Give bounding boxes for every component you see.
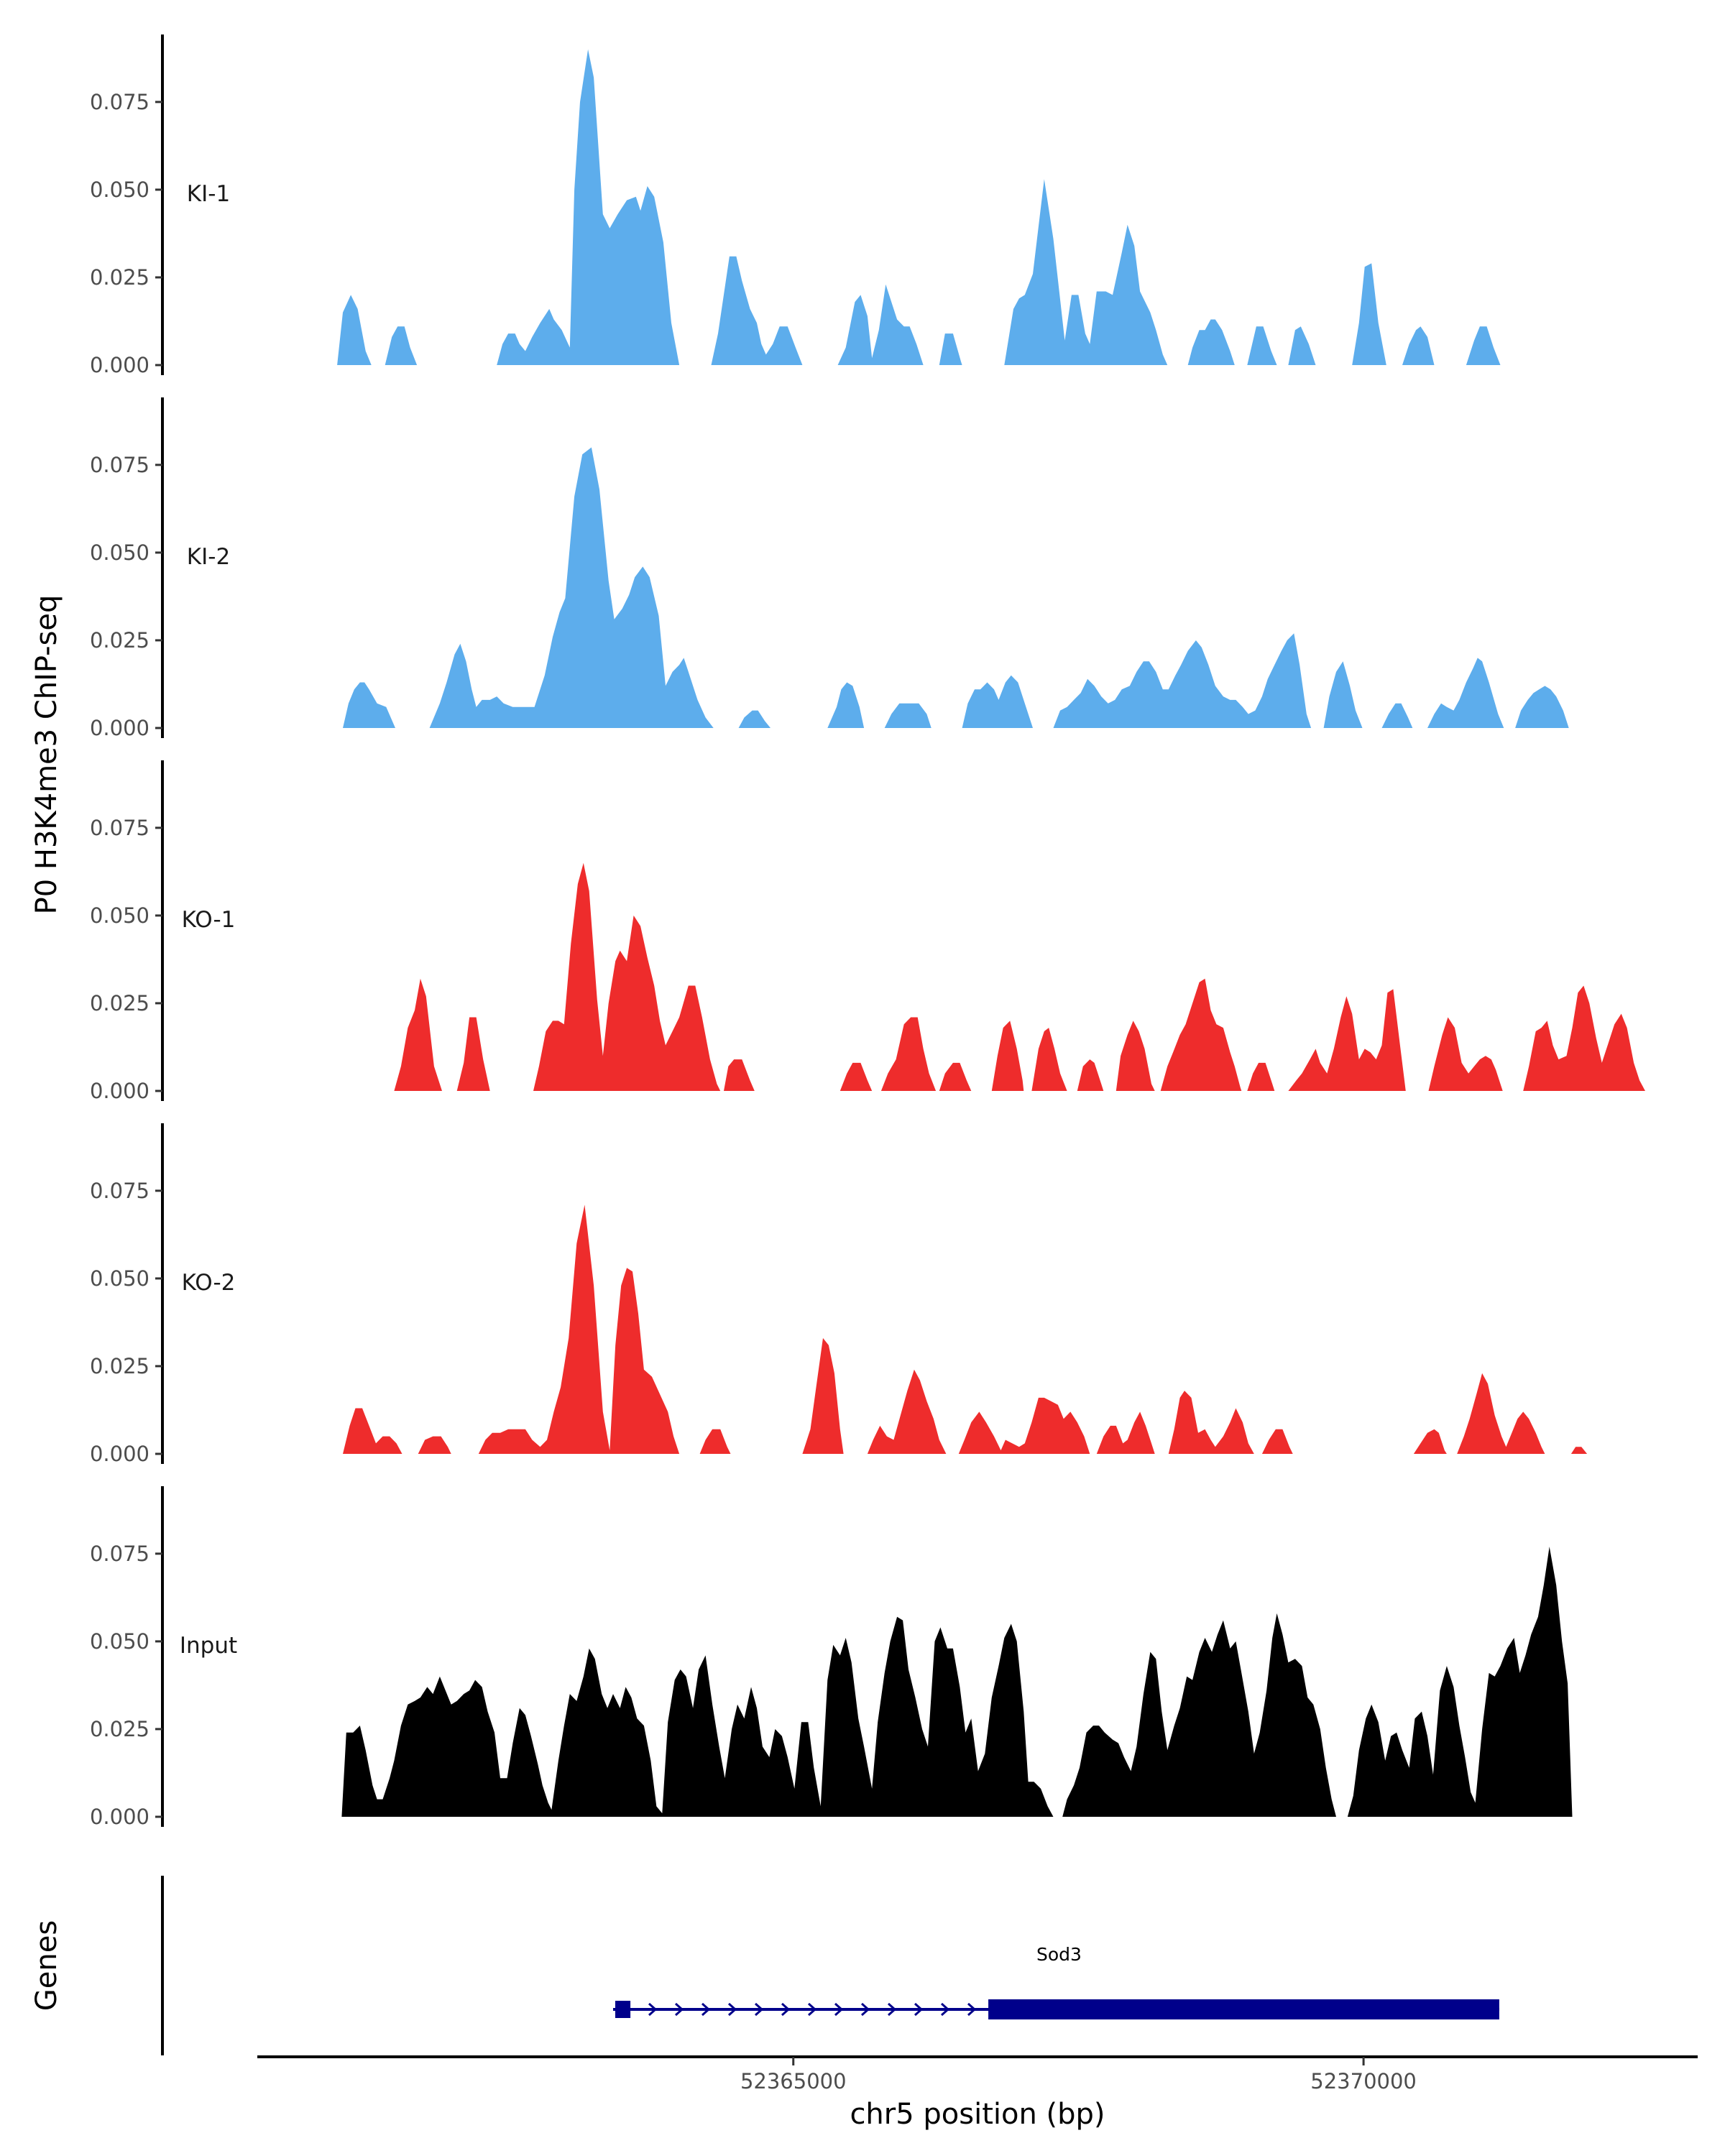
y-tick-label: 0.000	[90, 1079, 150, 1103]
x-ticks: 52365000 52370000	[740, 2057, 1417, 2093]
strand-arrow	[648, 2002, 658, 2017]
genes-panel: Genes Sod3	[30, 1876, 1499, 2055]
y-axis-title: P0 H3K4me3 ChIP-seq	[30, 595, 63, 915]
strand-arrow	[860, 2002, 870, 2017]
y-tick-label: 0.050	[90, 178, 150, 202]
track-label: KI-1	[187, 181, 230, 207]
x-tick-label: 52365000	[740, 2069, 847, 2093]
strand-arrow	[727, 2002, 737, 2017]
y-tick-label: 0.000	[90, 716, 150, 740]
coverage-area-ko-2	[343, 1204, 1588, 1454]
y-tick-label: 0.075	[90, 1542, 150, 1566]
strand-arrow	[754, 2002, 764, 2017]
track-label: KO-1	[182, 907, 236, 933]
y-tick-label: 0.050	[90, 903, 150, 928]
strand-arrow	[781, 2002, 791, 2017]
gene-exon-1	[615, 2001, 631, 2018]
y-tick-label: 0.050	[90, 1629, 150, 1654]
track-ki-1: 0.000 0.025 0.050 0.075 KI-1	[90, 34, 1501, 377]
gene-models: Sod3	[612, 1944, 1499, 2019]
strand-arrow	[807, 2002, 817, 2017]
track-label: Input	[180, 1633, 237, 1659]
x-tick-label: 52370000	[1310, 2069, 1417, 2093]
y-tick-label: 0.025	[90, 1354, 150, 1378]
track-ki-2: 0.000 0.025 0.050 0.075 KI-2	[90, 397, 1569, 740]
coverage-area-ki-2	[343, 447, 1569, 728]
coverage-area-ko-1	[394, 862, 1645, 1091]
coverage-tracks: 0.0000.0250.0500.075KI-10.0000.0250.0500…	[90, 34, 1645, 1829]
y-tick-label: 0.075	[90, 90, 150, 114]
gene-name-label: Sod3	[1036, 1944, 1082, 1965]
track-label: KO-2	[182, 1270, 236, 1296]
y-tick-label: 0.000	[90, 1442, 150, 1466]
strand-arrow	[967, 2002, 977, 2017]
y-tick-label: 0.025	[90, 628, 150, 653]
y-tick-label: 0.050	[90, 540, 150, 565]
y-tick-label: 0.075	[90, 1179, 150, 1203]
y-tick-label: 0.025	[90, 265, 150, 290]
strand-arrow	[887, 2002, 897, 2017]
x-axis-title: chr5 position (bp)	[850, 2098, 1105, 2131]
y-tick-label: 0.075	[90, 816, 150, 840]
track-ko-2: 0.000 0.025 0.050 0.075 KO-2	[90, 1123, 1588, 1466]
coverage-area-input	[341, 1547, 1573, 1817]
strand-arrow	[701, 2002, 711, 2017]
strand-arrow	[914, 2002, 924, 2017]
y-tick-label: 0.025	[90, 991, 150, 1015]
coverage-area-ki-1	[337, 49, 1501, 365]
x-axis: 52365000 52370000 chr5 position (bp)	[257, 2055, 1698, 2131]
strand-arrow	[674, 2002, 684, 2017]
strand-arrow	[940, 2002, 950, 2017]
track-input: 0.000 0.025 0.050 0.075 Input	[90, 1486, 1573, 1829]
strand-arrow	[834, 2002, 844, 2017]
genes-panel-title: Genes	[30, 1920, 63, 2011]
y-tick-label: 0.050	[90, 1266, 150, 1291]
gene-cds-block	[988, 1999, 1499, 2019]
y-tick-label: 0.075	[90, 453, 150, 477]
gene-sod3: Sod3	[612, 1944, 1499, 2019]
track-label: KI-2	[187, 544, 230, 570]
y-tick-label: 0.025	[90, 1717, 150, 1741]
y-tick-label: 0.000	[90, 353, 150, 377]
track-ko-1: 0.000 0.025 0.050 0.075 KO-1	[90, 760, 1645, 1103]
y-tick-label: 0.000	[90, 1805, 150, 1829]
